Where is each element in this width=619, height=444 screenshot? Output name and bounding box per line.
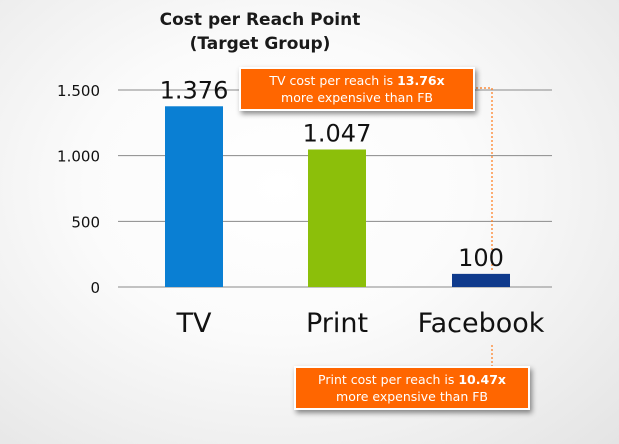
y-tick-label-500: 500 xyxy=(71,213,100,231)
category-label-print: Print xyxy=(306,308,368,339)
tv-comparison-callout: TV cost per reach is 13.76x more expensi… xyxy=(239,67,475,111)
tv-callout-prefix: TV cost per reach is xyxy=(269,73,398,88)
y-tick-label-1000: 1.000 xyxy=(57,148,100,166)
chart-title-line-1: Cost per Reach Point xyxy=(159,10,361,30)
bar-print xyxy=(308,149,366,287)
print-comparison-callout: Print cost per reach is 10.47x more expe… xyxy=(294,366,530,410)
tv-callout-highlight: 13.76x xyxy=(397,73,445,88)
chart-title: Cost per Reach Point (Target Group) xyxy=(120,8,400,56)
print-callout-prefix: Print cost per reach is xyxy=(318,372,459,387)
value-label-tv: 1.376 xyxy=(160,76,229,104)
tv-callout-suffix: more expensive than FB xyxy=(281,90,433,105)
value-label-facebook: 100 xyxy=(458,244,504,272)
chart-title-line-2: (Target Group) xyxy=(189,34,331,54)
y-tick-label-1500: 1.500 xyxy=(57,82,100,100)
bar-facebook xyxy=(452,273,510,287)
value-label-print: 1.047 xyxy=(303,119,372,147)
bar-tv xyxy=(165,106,223,287)
tv-callout-connector xyxy=(476,87,493,270)
category-label-facebook: Facebook xyxy=(418,308,545,339)
print-callout-highlight: 10.47x xyxy=(458,372,506,387)
category-label-tv: TV xyxy=(176,308,212,339)
print-callout-suffix: more expensive than FB xyxy=(336,389,488,404)
y-tick-label-0: 0 xyxy=(90,279,100,297)
